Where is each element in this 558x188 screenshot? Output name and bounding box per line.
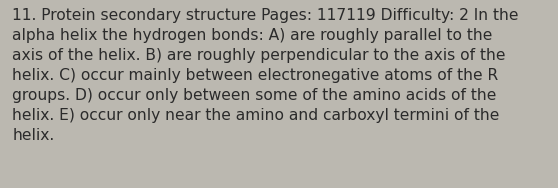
Text: 11. Protein secondary structure Pages: 117119 Difficulty: 2 In the
alpha helix t: 11. Protein secondary structure Pages: 1… bbox=[12, 8, 519, 143]
